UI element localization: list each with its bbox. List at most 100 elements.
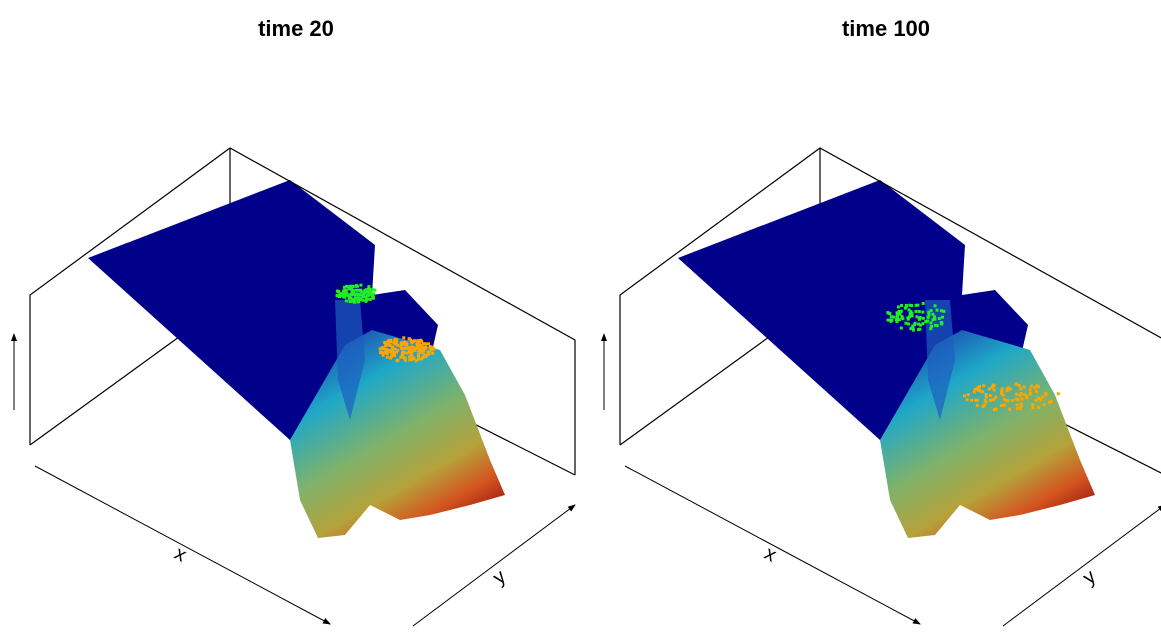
particle bbox=[371, 288, 375, 292]
particle bbox=[916, 303, 920, 307]
particle bbox=[408, 355, 412, 359]
particle bbox=[888, 318, 892, 322]
x-axis-label: x bbox=[171, 542, 190, 566]
particle bbox=[393, 337, 397, 341]
particle bbox=[927, 310, 931, 314]
particle bbox=[917, 322, 921, 326]
particle bbox=[973, 387, 977, 391]
particle bbox=[349, 292, 353, 296]
particle bbox=[354, 288, 358, 292]
particle bbox=[1044, 393, 1048, 397]
particle bbox=[426, 350, 430, 354]
particle bbox=[351, 284, 355, 288]
particle bbox=[396, 343, 400, 347]
particle bbox=[897, 318, 901, 322]
particle bbox=[1031, 403, 1035, 407]
particle bbox=[1029, 384, 1033, 388]
box-edge bbox=[29, 147, 576, 475]
box-edge bbox=[619, 147, 1161, 445]
particle bbox=[342, 285, 346, 289]
particle bbox=[919, 323, 923, 327]
x-axis-label: x bbox=[761, 542, 780, 566]
particle bbox=[359, 298, 363, 302]
particle bbox=[933, 304, 937, 308]
particle bbox=[892, 315, 896, 319]
particle bbox=[915, 315, 919, 319]
particle bbox=[395, 350, 399, 354]
particle bbox=[356, 296, 360, 300]
particle bbox=[1037, 396, 1041, 400]
particle bbox=[899, 326, 903, 330]
particle bbox=[1016, 398, 1020, 402]
particle bbox=[900, 316, 904, 320]
particle bbox=[402, 336, 406, 340]
particle bbox=[405, 342, 409, 346]
particle bbox=[423, 353, 427, 357]
particle bbox=[359, 288, 363, 292]
particle bbox=[360, 290, 364, 294]
particle bbox=[341, 291, 345, 295]
particle bbox=[396, 348, 400, 352]
particle bbox=[384, 344, 388, 348]
particle bbox=[1033, 386, 1037, 390]
particle bbox=[906, 322, 910, 326]
particle bbox=[898, 312, 902, 316]
particle bbox=[914, 303, 918, 307]
particle bbox=[429, 348, 433, 352]
particle bbox=[939, 309, 943, 313]
particle bbox=[965, 398, 969, 402]
particle bbox=[993, 408, 997, 412]
particle bbox=[1019, 406, 1023, 410]
particle bbox=[410, 341, 414, 345]
particle bbox=[351, 288, 355, 292]
particle bbox=[417, 349, 421, 353]
particle bbox=[1017, 384, 1021, 388]
particle bbox=[1028, 388, 1032, 392]
particle bbox=[1014, 397, 1018, 401]
particle bbox=[886, 311, 890, 315]
particle bbox=[343, 295, 347, 299]
particle bbox=[428, 345, 432, 349]
particle bbox=[895, 311, 899, 315]
particle bbox=[407, 346, 411, 350]
particle bbox=[984, 393, 988, 397]
particle bbox=[345, 292, 349, 296]
particle bbox=[1022, 385, 1026, 389]
particle bbox=[338, 292, 342, 296]
particle bbox=[929, 327, 933, 331]
particle bbox=[1000, 389, 1004, 393]
particle bbox=[340, 293, 344, 297]
particle bbox=[414, 359, 418, 363]
particle bbox=[1039, 398, 1043, 402]
panel-title: time 20 bbox=[258, 16, 334, 41]
particle bbox=[1037, 405, 1041, 409]
surface-channel bbox=[335, 300, 365, 420]
particle bbox=[393, 339, 397, 343]
particle bbox=[981, 404, 985, 408]
particle bbox=[886, 318, 890, 322]
particle bbox=[992, 398, 996, 402]
particle bbox=[990, 385, 994, 389]
particle bbox=[355, 284, 359, 288]
particle bbox=[382, 351, 386, 355]
particle bbox=[410, 350, 414, 354]
particle bbox=[421, 348, 425, 352]
particle bbox=[918, 315, 922, 319]
particle bbox=[984, 400, 988, 404]
particle bbox=[1018, 393, 1022, 397]
particle bbox=[353, 297, 357, 301]
particle bbox=[921, 316, 925, 320]
particle bbox=[359, 283, 363, 287]
particle bbox=[393, 350, 397, 354]
particle bbox=[970, 398, 974, 402]
particle bbox=[1049, 399, 1053, 403]
particle bbox=[904, 321, 908, 325]
particle bbox=[1000, 387, 1004, 391]
particle bbox=[921, 322, 925, 326]
particle bbox=[372, 292, 376, 296]
particle bbox=[1031, 406, 1035, 410]
particle bbox=[356, 299, 360, 303]
particle bbox=[393, 354, 397, 358]
particle bbox=[389, 348, 393, 352]
particle bbox=[394, 342, 398, 346]
